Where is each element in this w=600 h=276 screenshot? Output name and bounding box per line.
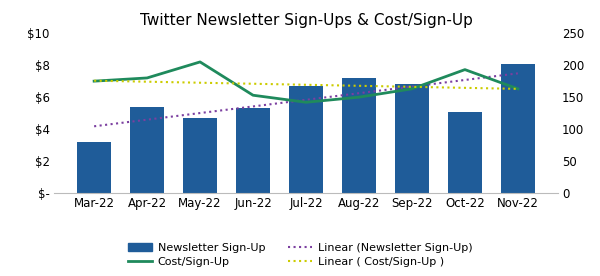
Legend: Newsletter Sign-Up, Cost/Sign-Up, Linear (Newsletter Sign-Up), Linear ( Cost/Sig: Newsletter Sign-Up, Cost/Sign-Up, Linear… bbox=[124, 239, 476, 270]
Bar bbox=[183, 118, 217, 193]
Bar bbox=[342, 78, 376, 193]
Bar bbox=[236, 108, 270, 193]
Bar bbox=[395, 84, 429, 193]
Bar bbox=[289, 86, 323, 193]
Title: Twitter Newsletter Sign-Ups & Cost/Sign-Up: Twitter Newsletter Sign-Ups & Cost/Sign-… bbox=[140, 13, 472, 28]
Bar bbox=[77, 142, 112, 193]
Bar bbox=[448, 112, 482, 193]
Bar bbox=[500, 63, 535, 193]
Bar bbox=[130, 107, 164, 193]
